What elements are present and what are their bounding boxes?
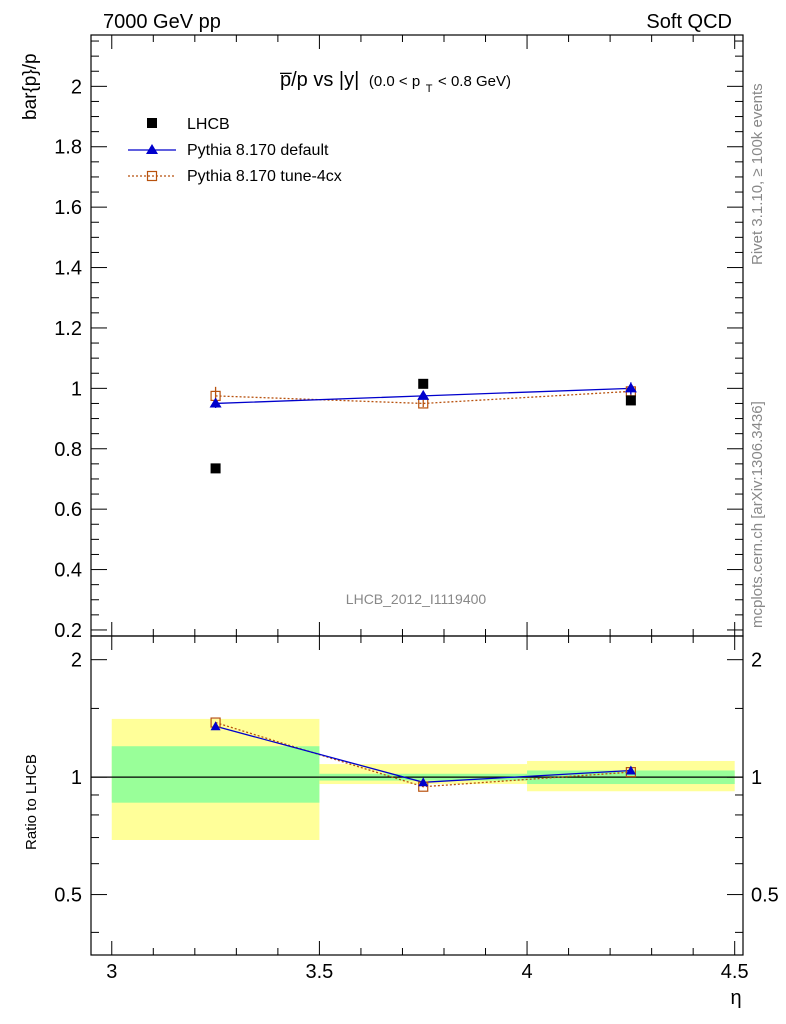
ratio-tick-label-left: 1 <box>71 767 82 789</box>
y-tick-label: 0.4 <box>54 560 82 582</box>
x-tick-label: 3.5 <box>306 961 334 983</box>
ratio-y-axis-label: Ratio to LHCB <box>23 754 40 850</box>
legend-label-tune4cx: Pythia 8.170 tune-4cx <box>187 168 342 185</box>
point-default <box>209 397 222 408</box>
ratio-point-default <box>210 721 221 731</box>
source-info: mcplots.cern.ch [arXiv:1306.3436] <box>749 401 766 628</box>
legend-marker-tune4cx <box>146 170 158 182</box>
process-label: Soft QCD <box>646 11 732 33</box>
y-tick-label: 1.2 <box>54 318 82 340</box>
legend-marker-default <box>146 144 158 154</box>
x-tick-label: 4 <box>521 961 532 983</box>
x-tick-label: 3 <box>106 961 117 983</box>
legend-label-default: Pythia 8.170 default <box>187 142 329 159</box>
y-tick-label: 1 <box>71 378 82 400</box>
generator-info: Rivet 3.1.10, ≥ 100k events <box>749 83 766 265</box>
ratio-point-default <box>418 777 429 787</box>
ratio-tick-label-right: 1 <box>751 767 762 789</box>
plot-title: p̅/p vs |y| (0.0 < p T < 0.8 GeV) <box>280 69 511 97</box>
plot-title-cut-sub: T <box>426 83 433 95</box>
plot-title-cut: (0.0 < p <box>369 73 420 90</box>
x-tick-label: 4.5 <box>721 961 749 983</box>
legend-label-lhcb: LHCB <box>187 116 230 133</box>
ratio-plot-frame <box>90 635 744 956</box>
series-line-tune4cx-main <box>215 390 631 405</box>
y-axis-label: bar{p}/p <box>20 53 41 120</box>
legend-marker-lhcb <box>147 118 157 128</box>
ratio-tick-label-left: 0.5 <box>54 885 82 907</box>
energy-label: 7000 GeV pp <box>103 11 221 33</box>
y-tick-label: 0.2 <box>54 620 82 642</box>
y-tick-label: 1.4 <box>54 258 82 280</box>
y-tick-label: 0.6 <box>54 499 82 521</box>
point-lhcb <box>418 378 429 389</box>
ratio-point-default <box>625 765 636 775</box>
point-lhcb <box>210 463 221 474</box>
y-tick-label: 1.8 <box>54 137 82 159</box>
point-default <box>624 382 637 393</box>
x-axis-label: η <box>730 987 741 1009</box>
plot-title-cut-end: < 0.8 GeV) <box>438 73 511 90</box>
analysis-id: LHCB_2012_I1119400 <box>346 591 487 607</box>
point-lhcb <box>625 395 636 406</box>
y-tick-label: 0.8 <box>54 439 82 461</box>
point-default <box>417 389 430 400</box>
ratio-tick-label-right: 2 <box>751 650 762 672</box>
ratio-tick-label-left: 2 <box>71 650 82 672</box>
legend: LHCB Pythia 8.170 default Pythia 8.170 t… <box>128 116 342 185</box>
series-line-tune4cx-ratio <box>215 721 631 788</box>
ratio-tick-label-right: 0.5 <box>751 885 779 907</box>
ratio-band-inner <box>111 746 320 803</box>
plot-title-main: p̅/p vs |y| <box>280 69 359 91</box>
y-tick-label: 2 <box>71 76 82 98</box>
y-tick-label: 1.6 <box>54 197 82 219</box>
